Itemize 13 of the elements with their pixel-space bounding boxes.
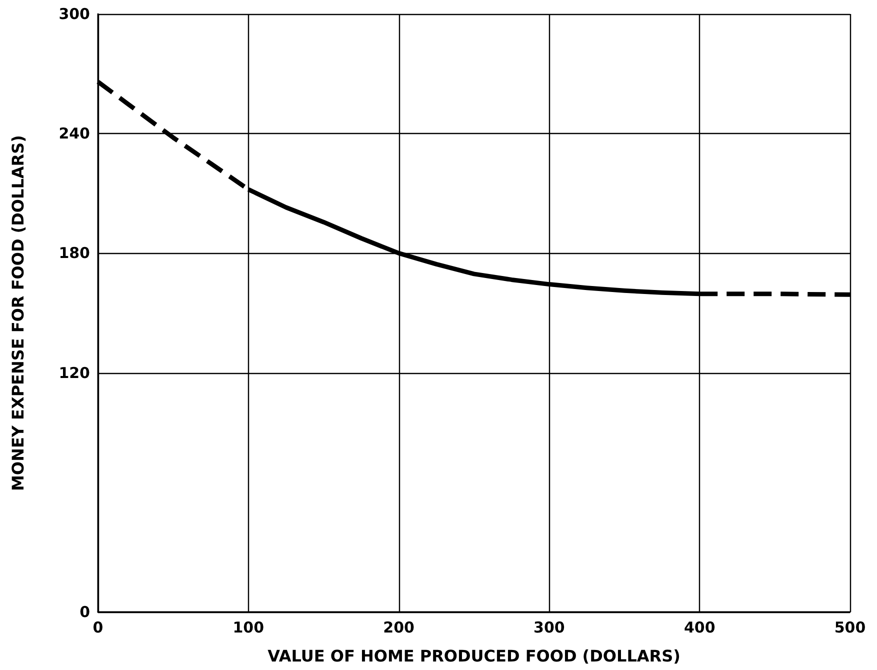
x-tick-label: 400 (684, 618, 716, 636)
x-tick-label: 0 (92, 618, 104, 636)
y-tick-label: 240 (58, 124, 90, 143)
x-tick-label: 500 (834, 618, 866, 636)
y-tick-label: 180 (58, 244, 90, 262)
y-axis-title: MONEY EXPENSE FOR FOOD (DOLLARS) (8, 135, 28, 491)
x-tick-label: 300 (534, 618, 565, 636)
y-tick-label: 0 (80, 603, 90, 621)
x-tick-label: 200 (383, 618, 414, 636)
x-axis-title: VALUE OF HOME PRODUCED FOOD (DOLLARS) (268, 646, 680, 666)
y-tick-label: 120 (58, 364, 90, 382)
y-tick-label: 300 (58, 5, 90, 23)
x-tick-label: 100 (232, 618, 264, 636)
